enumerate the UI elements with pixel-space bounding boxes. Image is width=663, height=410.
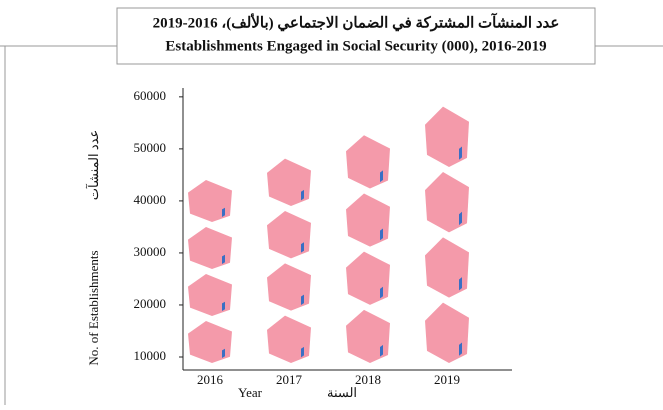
house	[188, 227, 232, 270]
house-door	[301, 189, 304, 201]
bar	[346, 135, 390, 363]
y-tick-label: 60000	[134, 88, 167, 103]
house-door	[222, 348, 225, 358]
y-tick-label: 30000	[134, 244, 167, 259]
x-tick-label: 2017	[276, 372, 303, 387]
house-door	[301, 294, 304, 305]
y-tick-label: 40000	[134, 192, 167, 207]
house	[267, 315, 311, 363]
house-door	[301, 346, 304, 358]
house-door	[222, 301, 225, 311]
y-tick-label: 10000	[134, 348, 167, 363]
house	[267, 263, 311, 311]
x-tick-label: 2018	[355, 372, 381, 387]
house-door	[380, 286, 383, 299]
bar	[425, 106, 469, 363]
house-door	[459, 211, 462, 226]
x-axis-label: Year	[238, 385, 263, 400]
house	[188, 180, 232, 223]
y-tick-label: 20000	[134, 296, 167, 311]
house-door	[459, 277, 462, 291]
house-door	[380, 170, 383, 183]
house-door	[222, 254, 225, 264]
chart-title: عدد المنشآت المشتركة في الضمان الاجتماعي…	[153, 12, 560, 32]
x-tick-label: 2019	[434, 372, 460, 387]
house	[188, 274, 232, 317]
y-axis-label-ar: عدد المنشآت	[85, 130, 101, 200]
house	[188, 321, 232, 363]
house-door	[380, 344, 383, 357]
bar	[188, 180, 232, 363]
house	[346, 193, 390, 247]
house	[425, 106, 469, 167]
house	[267, 211, 311, 259]
x-axis-label-ar: السنة	[327, 385, 357, 400]
bar	[267, 158, 311, 363]
x-tick-label: 2016	[197, 372, 224, 387]
house	[346, 309, 390, 363]
house-door	[459, 342, 462, 356]
house-door	[380, 228, 383, 241]
y-tick-label: 50000	[134, 140, 167, 155]
house	[425, 302, 469, 363]
y-axis-label: No. of Establishments	[86, 250, 101, 365]
house-door	[222, 207, 225, 217]
chart-subtitle: Establishments Engaged in Social Securit…	[165, 38, 546, 54]
house-door	[301, 242, 304, 253]
house	[425, 171, 469, 233]
house	[425, 237, 469, 298]
house	[346, 251, 390, 305]
house-door	[459, 146, 462, 160]
house	[267, 158, 311, 207]
title-box	[116, 7, 596, 65]
house	[346, 135, 390, 189]
